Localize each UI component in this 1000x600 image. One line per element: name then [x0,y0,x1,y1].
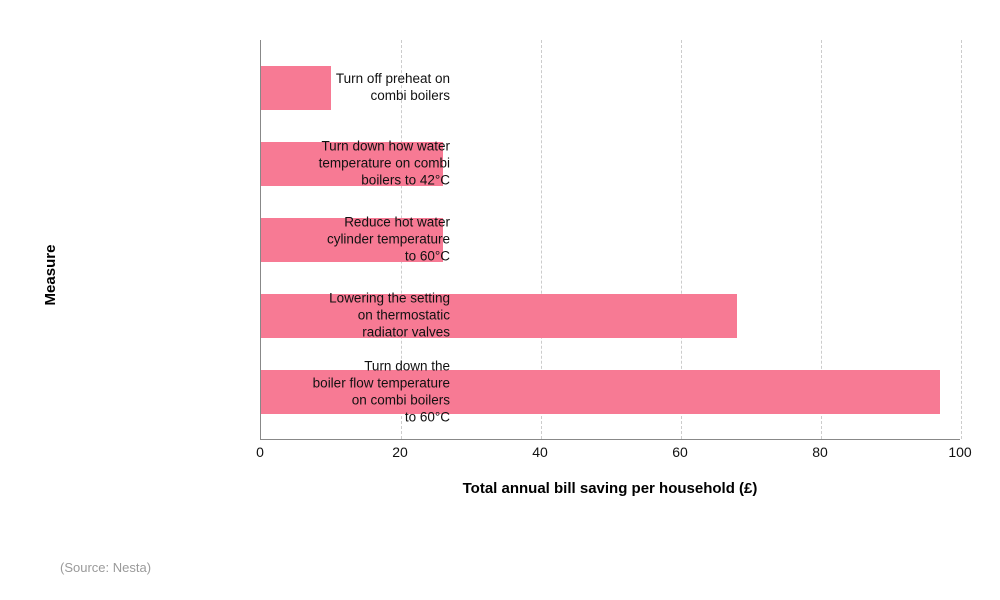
bar-label: Lowering the settingon thermostaticradia… [260,291,450,342]
bar-label: Reduce hot watercylinder temperatureto 6… [260,215,450,266]
x-tick-label: 60 [672,444,688,460]
x-tick-label: 80 [812,444,828,460]
bar-label: Turn off preheat oncombi boilers [260,71,450,105]
x-axis-title: Total annual bill saving per household (… [260,480,960,497]
bar-label: Turn down theboiler flow temperatureon c… [260,358,450,426]
chart-container: Measure Total annual bill saving per hou… [60,40,960,510]
source-note: (Source: Nesta) [60,560,151,575]
x-tick-label: 100 [948,444,971,460]
bar-label: Turn down how watertemperature on combib… [260,139,450,190]
x-tick-label: 40 [532,444,548,460]
x-tick-label: 0 [256,444,264,460]
gridline [961,40,962,439]
y-axis-title: Measure [42,245,59,306]
x-tick-label: 20 [392,444,408,460]
